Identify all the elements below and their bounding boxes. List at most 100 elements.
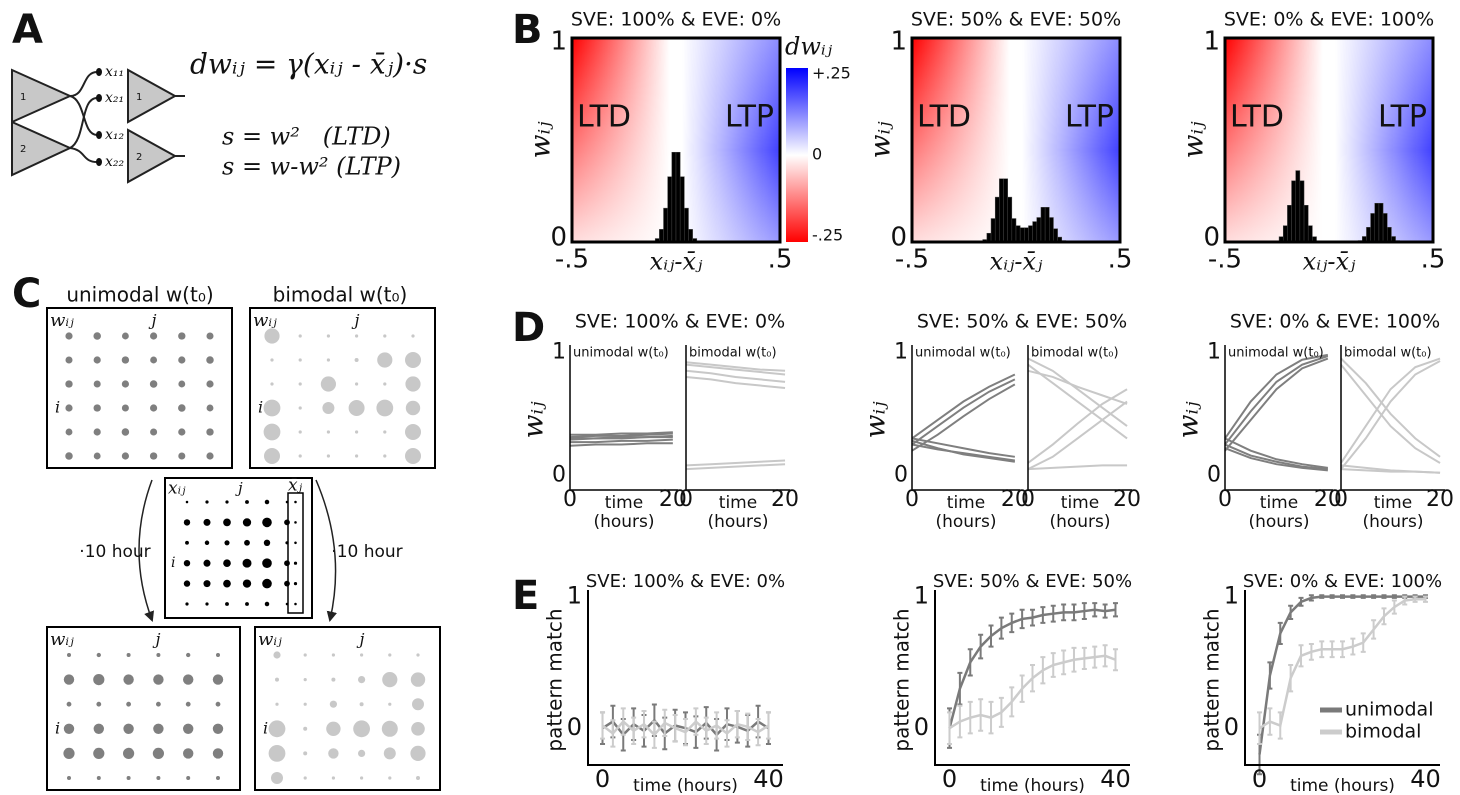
error-bar <box>947 711 953 745</box>
weight-dot <box>63 674 75 685</box>
input-dot <box>185 540 189 545</box>
x-tick-label: 0 <box>563 487 577 512</box>
hist-bar <box>675 151 681 243</box>
trajectory <box>1027 388 1128 464</box>
weight-dot <box>388 702 392 706</box>
weight-dot <box>263 399 281 417</box>
hist-bar <box>1386 227 1392 243</box>
y-tick-label: 0 <box>552 462 566 487</box>
rule: s = w² (LTD) <box>222 123 391 151</box>
matrix-label: j <box>153 630 161 649</box>
series-line <box>1258 597 1426 730</box>
hist-bar <box>667 176 673 243</box>
weight-dot <box>270 382 274 386</box>
ltp-region <box>1225 38 1433 242</box>
y-tick-label: 1 <box>1203 27 1220 57</box>
input-dot <box>185 500 189 504</box>
weight-dot <box>298 382 302 386</box>
trajectory <box>911 383 1016 452</box>
matrix-frame <box>46 307 233 469</box>
trajectory <box>570 431 673 436</box>
weight-dot <box>360 653 364 657</box>
weight-dot <box>303 776 307 780</box>
weight-dot <box>331 677 336 682</box>
input-dot <box>262 578 272 589</box>
hist-bar <box>1303 205 1309 243</box>
weight-dot <box>93 747 105 760</box>
region-label: LTD <box>917 100 971 135</box>
weight-dot <box>275 677 279 682</box>
weight-dot <box>405 400 421 416</box>
x-tick-label: 0 <box>595 765 610 793</box>
trajectory <box>569 436 673 441</box>
mean-dot <box>294 602 297 606</box>
weight-dot <box>96 652 101 658</box>
weight-dot <box>96 776 101 780</box>
axis <box>569 345 678 491</box>
matrix-label: i <box>263 718 268 737</box>
chart-title: SVE: 50% & EVE: 50% <box>911 9 1121 31</box>
x-tick-label: -.5 <box>895 245 929 275</box>
panel-label: A <box>12 7 43 53</box>
chart-title: SVE: 100% & EVE: 0% <box>571 9 781 31</box>
panel-label: B <box>512 7 543 53</box>
trajectory <box>1224 437 1328 469</box>
weight-dot <box>383 747 396 760</box>
equation: dwᵢⱼ = γ(xᵢⱼ - x̄ⱼ)·s <box>190 48 427 81</box>
weight-dot <box>303 751 308 756</box>
y-axis-label: wᵢⱼ <box>524 121 557 159</box>
weight-dot <box>410 745 426 762</box>
weight-dot <box>93 723 105 734</box>
y-axis-label: pattern match <box>1200 608 1224 751</box>
hist-bar <box>1040 207 1046 243</box>
weight-dot <box>326 721 341 736</box>
weight-dot <box>298 406 302 410</box>
subplot-label: unimodal w(t₀) <box>573 346 669 361</box>
trajectory <box>1027 357 1128 427</box>
weight-dot <box>298 454 302 458</box>
input-dot <box>262 517 272 528</box>
y-tick-label: 1 <box>914 582 929 610</box>
plot-frame <box>910 36 1122 244</box>
weight-dot <box>126 701 131 707</box>
weight-dot <box>298 430 302 434</box>
y-tick-label: 0 <box>914 713 929 741</box>
y-tick-label: 0 <box>550 223 567 253</box>
hist-bar <box>688 229 693 243</box>
weight-dot <box>329 700 337 708</box>
axis <box>911 345 1020 491</box>
x-axis-label: time <box>1260 493 1298 513</box>
y-axis-label: wᵢⱼ <box>517 401 550 439</box>
trajectory <box>569 442 673 447</box>
y-tick-label: 0 <box>1203 223 1220 253</box>
input-label: x₂₁ <box>105 90 124 106</box>
trajectory <box>911 439 1015 463</box>
trajectory <box>911 443 1015 462</box>
weight-dot <box>355 334 359 338</box>
hist-bar <box>1299 180 1305 243</box>
weight-dot <box>150 404 158 412</box>
weight-dot <box>331 653 335 657</box>
hist-bar <box>1024 227 1029 243</box>
panel-label: C <box>12 271 41 317</box>
hist-bar <box>1366 227 1371 243</box>
weight-dot <box>156 701 161 707</box>
neuron-label: 2 <box>20 144 26 155</box>
trajectory <box>1224 357 1329 452</box>
weight-dot <box>212 748 224 759</box>
hist-bar <box>1044 207 1050 243</box>
y-tick-label: 1 <box>890 27 907 57</box>
weight-dot <box>178 356 186 364</box>
y-tick-label: 0 <box>1207 462 1221 487</box>
axis <box>1224 345 1333 491</box>
trajectory <box>685 375 786 390</box>
hist-bar <box>994 196 1000 243</box>
weight-dot <box>93 674 105 686</box>
x-axis-label: time (hours) <box>633 776 738 795</box>
weight-dot <box>65 356 73 364</box>
error-bar <box>1112 602 1118 618</box>
input-dot <box>225 602 229 606</box>
x-tick-label: 0 <box>679 487 693 512</box>
input-dot <box>284 560 290 567</box>
input-dot <box>205 500 209 504</box>
